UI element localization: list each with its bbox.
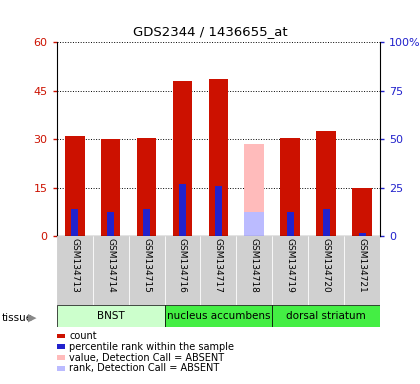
Bar <box>352 188 372 236</box>
Bar <box>272 236 308 305</box>
Bar <box>101 139 121 236</box>
Bar <box>93 236 129 305</box>
Bar <box>359 233 365 236</box>
Text: GSM134719: GSM134719 <box>286 238 295 293</box>
Text: BNST: BNST <box>97 311 124 321</box>
Bar <box>308 236 344 305</box>
Bar <box>208 79 228 236</box>
Bar <box>344 236 380 305</box>
Text: GSM134714: GSM134714 <box>106 238 115 293</box>
Bar <box>244 212 264 236</box>
Text: GSM134721: GSM134721 <box>358 238 367 293</box>
Text: nucleus accumbens: nucleus accumbens <box>167 311 270 321</box>
Bar <box>57 305 165 327</box>
Text: GSM134717: GSM134717 <box>214 238 223 293</box>
Bar <box>107 212 114 236</box>
Bar <box>143 209 150 236</box>
Bar <box>244 144 264 236</box>
Text: rank, Detection Call = ABSENT: rank, Detection Call = ABSENT <box>69 363 219 373</box>
Text: value, Detection Call = ABSENT: value, Detection Call = ABSENT <box>69 353 224 362</box>
Bar <box>316 131 336 236</box>
Bar <box>71 209 78 236</box>
Bar <box>65 136 84 236</box>
Bar <box>200 236 236 305</box>
Bar <box>236 236 272 305</box>
Text: GSM134716: GSM134716 <box>178 238 187 293</box>
Bar <box>165 305 272 327</box>
Bar <box>215 186 222 236</box>
Text: percentile rank within the sample: percentile rank within the sample <box>69 342 234 352</box>
Text: count: count <box>69 331 97 341</box>
Bar <box>281 137 300 236</box>
Text: GSM134718: GSM134718 <box>250 238 259 293</box>
Bar <box>129 236 165 305</box>
Text: tissue: tissue <box>2 313 33 323</box>
Text: dorsal striatum: dorsal striatum <box>286 311 366 321</box>
Text: ▶: ▶ <box>28 313 37 323</box>
Bar <box>57 236 93 305</box>
Text: GSM134713: GSM134713 <box>70 238 79 293</box>
Bar <box>136 137 156 236</box>
Bar <box>287 212 294 236</box>
Text: GSM134715: GSM134715 <box>142 238 151 293</box>
Bar <box>173 81 192 236</box>
Bar <box>323 209 330 236</box>
Text: GDS2344 / 1436655_at: GDS2344 / 1436655_at <box>133 25 287 38</box>
Bar <box>165 236 200 305</box>
Bar <box>272 305 380 327</box>
Bar <box>179 184 186 236</box>
Text: GSM134720: GSM134720 <box>322 238 331 293</box>
